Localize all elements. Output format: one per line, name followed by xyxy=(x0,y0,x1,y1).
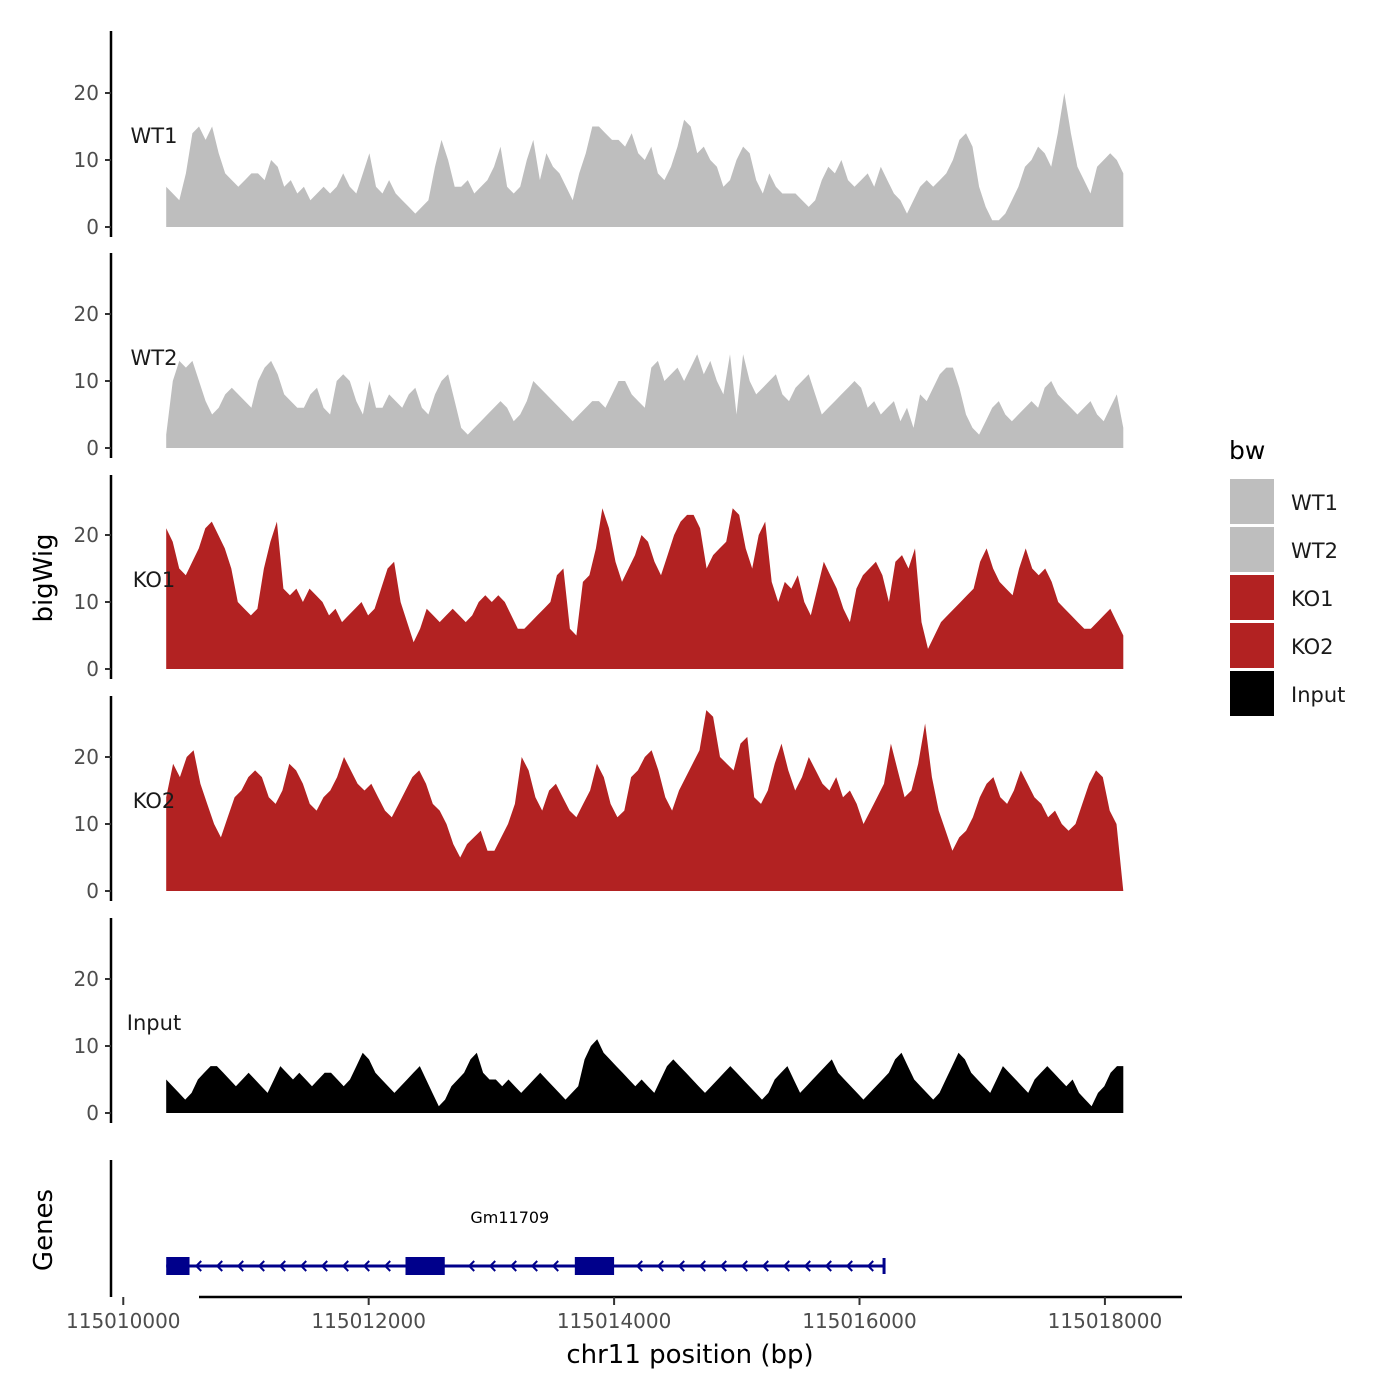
strand-arrow-icon xyxy=(698,1260,706,1272)
track-label-wt2: WT2 xyxy=(131,346,178,370)
track-label-input: Input xyxy=(127,1011,181,1035)
y-tick-label: 10 xyxy=(74,148,99,172)
strand-arrow-icon xyxy=(740,1260,748,1272)
coverage-area-wt1 xyxy=(166,93,1124,227)
strand-arrow-icon xyxy=(635,1260,643,1272)
y-tick-label: 0 xyxy=(86,1101,99,1125)
track-label-ko2: KO2 xyxy=(133,789,176,813)
y-tick-label: 0 xyxy=(86,879,99,903)
y-tick-label: 20 xyxy=(74,967,99,991)
gene-label: Gm11709 xyxy=(470,1208,549,1227)
x-tick-label: 115010000 xyxy=(66,1309,181,1333)
strand-arrow-icon xyxy=(383,1260,391,1272)
legend-label-ko1: KO1 xyxy=(1291,587,1334,611)
strand-arrow-icon xyxy=(194,1260,202,1272)
strand-arrow-icon xyxy=(761,1260,769,1272)
strand-arrow-icon xyxy=(257,1260,265,1272)
strand-arrow-icon xyxy=(215,1260,223,1272)
legend-label-wt2: WT2 xyxy=(1291,539,1338,563)
gene-exon xyxy=(166,1257,190,1275)
coverage-area-ko1 xyxy=(166,508,1124,669)
track-label-wt1: WT1 xyxy=(131,124,178,148)
y-tick-label: 10 xyxy=(74,1034,99,1058)
strand-arrow-icon xyxy=(719,1260,727,1272)
coverage-area-ko2 xyxy=(166,710,1124,891)
genes-title: Genes xyxy=(29,1189,59,1271)
strand-arrow-icon xyxy=(530,1260,538,1272)
legend-swatch xyxy=(1230,527,1274,572)
strand-arrow-icon xyxy=(677,1260,685,1272)
strand-arrow-icon xyxy=(866,1260,874,1272)
y-tick-label: 0 xyxy=(86,657,99,681)
legend-swatch xyxy=(1230,479,1274,524)
strand-arrow-icon xyxy=(278,1260,286,1272)
x-tick-label: 115012000 xyxy=(311,1309,426,1333)
y-tick-label: 10 xyxy=(74,812,99,836)
gene-exon xyxy=(574,1257,615,1275)
y-tick-label: 20 xyxy=(74,81,99,105)
strand-arrow-icon xyxy=(509,1260,517,1272)
legend-swatch xyxy=(1230,575,1274,620)
x-tick-label: 115016000 xyxy=(802,1309,917,1333)
strand-arrow-icon xyxy=(320,1260,328,1272)
strand-arrow-icon xyxy=(782,1260,790,1272)
strand-arrow-icon xyxy=(845,1260,853,1272)
y-axis-title: bigWig xyxy=(29,533,59,622)
strand-arrow-icon xyxy=(824,1260,832,1272)
coverage-area-wt2 xyxy=(166,354,1124,448)
strand-arrow-icon xyxy=(488,1260,496,1272)
y-tick-label: 20 xyxy=(74,302,99,326)
legend-title: bw xyxy=(1229,436,1265,465)
y-tick-label: 0 xyxy=(86,215,99,239)
track-label-ko1: KO1 xyxy=(133,568,176,592)
strand-arrow-icon xyxy=(803,1260,811,1272)
coverage-area-input xyxy=(166,1039,1124,1113)
strand-arrow-icon xyxy=(551,1260,559,1272)
y-tick-label: 10 xyxy=(74,590,99,614)
strand-arrow-icon xyxy=(341,1260,349,1272)
y-tick-label: 20 xyxy=(74,745,99,769)
y-tick-label: 20 xyxy=(74,523,99,547)
legend-swatch xyxy=(1230,671,1274,716)
y-tick-label: 10 xyxy=(74,369,99,393)
strand-arrow-icon xyxy=(236,1260,244,1272)
y-tick-label: 0 xyxy=(86,436,99,460)
legend-label-input: Input xyxy=(1291,683,1345,707)
legend-swatch xyxy=(1230,623,1274,668)
x-axis-title: chr11 position (bp) xyxy=(566,1340,813,1370)
strand-arrow-icon xyxy=(467,1260,475,1272)
strand-arrow-icon xyxy=(299,1260,307,1272)
gene-exon xyxy=(405,1257,445,1275)
legend-label-ko2: KO2 xyxy=(1291,635,1334,659)
legend-label-wt1: WT1 xyxy=(1291,491,1338,515)
x-tick-label: 115014000 xyxy=(557,1309,672,1333)
strand-arrow-icon xyxy=(362,1260,370,1272)
strand-arrow-icon xyxy=(656,1260,664,1272)
x-tick-label: 115018000 xyxy=(1048,1309,1163,1333)
